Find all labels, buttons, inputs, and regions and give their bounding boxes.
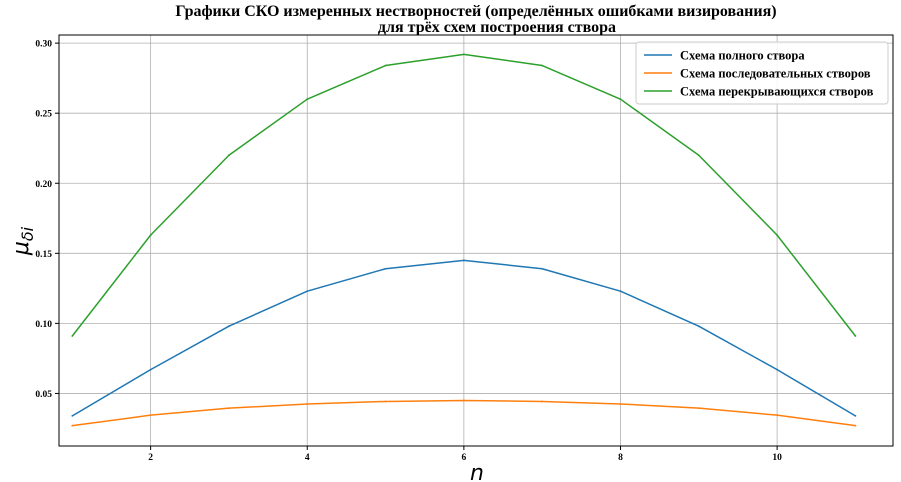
y-tick-label: 0.10 [35, 320, 52, 330]
data-point [776, 368, 779, 371]
y-tick-label: 0.15 [35, 250, 52, 260]
legend-label-1: Схема полного створа [680, 49, 805, 63]
legend-box [635, 41, 889, 105]
y-tick-label: 0.05 [35, 390, 52, 400]
x-axis-label: n [470, 461, 484, 482]
y-tick-label: 0.20 [35, 180, 52, 190]
data-point [306, 403, 309, 405]
data-point [776, 234, 779, 237]
data-point [384, 64, 387, 67]
data-point [776, 414, 779, 417]
legend-label-2: Схема последовательных створов [680, 67, 871, 81]
chart-subtitle: для трёх схем построения створа [378, 19, 616, 36]
chart-title: Графики СКО измеренных нестворностей (оп… [175, 3, 776, 20]
data-point [228, 154, 230, 157]
y-tick-label: 0.25 [35, 110, 52, 120]
y-axis-label: μδi [9, 226, 37, 256]
data-point [697, 407, 700, 410]
data-point [149, 368, 152, 371]
x-tick-label: 2 [148, 453, 153, 463]
data-point [462, 259, 465, 262]
data-point [619, 98, 622, 101]
data-point [462, 53, 465, 56]
axis-ticks: 2 4 6 8 10 0.05 0.10 0.15 0.20 0.25 0.30 [35, 40, 782, 463]
data-point [384, 400, 387, 403]
data-point [149, 234, 152, 237]
x-tick-label: 10 [772, 453, 782, 463]
data-point [619, 403, 622, 405]
x-tick-label: 8 [618, 453, 623, 463]
data-point [228, 325, 230, 328]
data-point [228, 407, 230, 410]
data-point [619, 290, 622, 293]
data-point [697, 325, 700, 328]
data-point [854, 424, 857, 427]
data-point [697, 154, 700, 157]
y-axis-label-subscript: δi [18, 226, 37, 241]
data-point [306, 290, 309, 293]
legend-label-3: Схема перекрывающихся створов [680, 85, 874, 99]
data-point [854, 414, 857, 417]
data-point [541, 64, 544, 67]
x-tick-label: 6 [461, 453, 466, 463]
data-point [306, 98, 309, 101]
data-point [71, 424, 74, 427]
data-point [541, 400, 544, 403]
data-point [71, 414, 74, 417]
data-point [384, 267, 387, 270]
data-point [541, 267, 544, 270]
data-point [71, 335, 74, 337]
x-tick-label: 4 [305, 453, 310, 463]
plot-frame [58, 34, 894, 447]
data-point [462, 399, 465, 402]
data-point [149, 414, 152, 417]
y-tick-label: 0.30 [35, 40, 52, 50]
series-layer [71, 53, 857, 427]
legend: Схема полного створа Схема последовательн… [635, 41, 889, 105]
data-point [854, 335, 857, 337]
y-axis-label-main: μ [9, 241, 34, 256]
